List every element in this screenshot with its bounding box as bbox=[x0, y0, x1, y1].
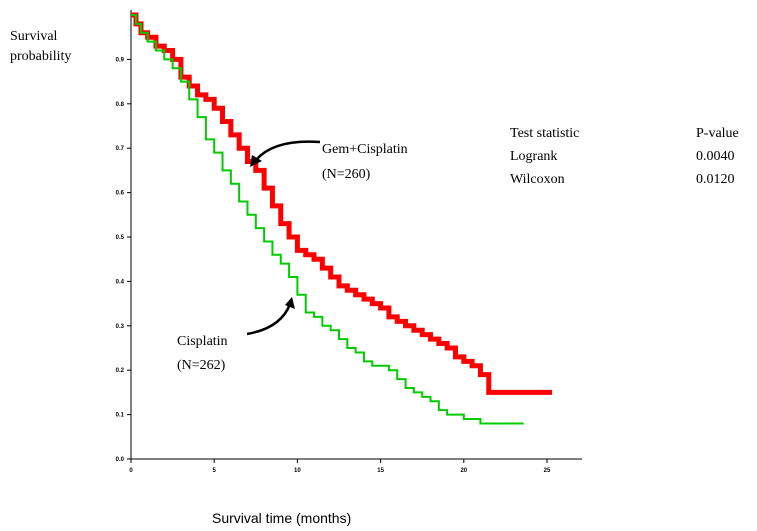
gem-cisplatin-pointer bbox=[255, 140, 321, 161]
y-tick-label: 0.8 bbox=[116, 102, 125, 108]
stats-row-logrank-pvalue: 0.0040 bbox=[696, 149, 735, 164]
x-axis-title: Survival time (months) bbox=[212, 510, 351, 526]
stats-header-pvalue: P-value bbox=[696, 126, 739, 141]
stats-table: Test statistic P-value Logrank 0.0040 Wi… bbox=[510, 126, 739, 187]
cisplatin-arrowhead bbox=[285, 297, 295, 309]
x-tick-label: 10 bbox=[294, 468, 301, 474]
x-tick-label: 25 bbox=[544, 468, 551, 474]
y-tick-label: 0.5 bbox=[116, 235, 125, 241]
x-ticks: 0 5 10 15 20 25 bbox=[129, 459, 551, 474]
y-tick-label: 0.3 bbox=[116, 324, 125, 330]
stats-header-test: Test statistic bbox=[510, 126, 579, 141]
cisplatin-label: Cisplatin bbox=[177, 334, 228, 349]
y-tick-label: 0.7 bbox=[116, 146, 125, 152]
stats-row-wilcoxon-pvalue: 0.0120 bbox=[696, 172, 735, 187]
cisplatin-pointer bbox=[246, 303, 292, 336]
survival-curves bbox=[131, 12, 552, 425]
y-tick-label: 0.4 bbox=[116, 279, 125, 285]
y-tick-label: 0.1 bbox=[116, 413, 125, 419]
y-tick-label: 0.9 bbox=[116, 57, 125, 63]
x-tick-label: 0 bbox=[129, 468, 133, 474]
gem-cisplatin-arrowhead bbox=[250, 155, 262, 167]
y-tick-label: 0.0 bbox=[116, 457, 125, 463]
y-axis-title-line1: Survival bbox=[10, 29, 58, 44]
x-tick-label: 20 bbox=[460, 468, 467, 474]
y-ticks: 0.0 0.1 0.2 0.3 0.4 0.5 0.6 0.7 0.8 0.9 bbox=[116, 57, 131, 463]
y-axis-title-line2: probability bbox=[10, 49, 71, 64]
y-tick-label: 0.2 bbox=[116, 368, 125, 374]
cisplatin-n-label: (N=262) bbox=[177, 358, 226, 373]
x-tick-label: 5 bbox=[213, 468, 217, 474]
stats-row-wilcoxon-name: Wilcoxon bbox=[510, 172, 565, 187]
gem-cisplatin-label: Gem+Cisplatin bbox=[322, 142, 408, 157]
y-tick-label: 0.6 bbox=[116, 191, 125, 197]
stats-row-logrank-name: Logrank bbox=[510, 149, 557, 164]
series-line-cisplatin bbox=[131, 14, 524, 425]
series-line-gem-cisplatin bbox=[131, 12, 552, 395]
gem-cisplatin-n-label: (N=260) bbox=[322, 167, 371, 182]
x-tick-label: 15 bbox=[377, 468, 384, 474]
